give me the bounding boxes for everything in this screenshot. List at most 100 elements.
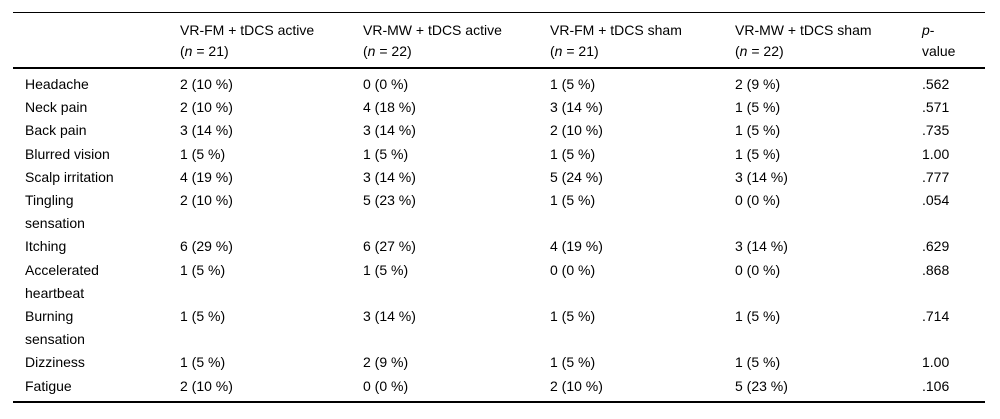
p-value-cell: .735 bbox=[922, 122, 950, 139]
p-dash: - bbox=[929, 22, 935, 38]
n-symbol: n bbox=[554, 43, 563, 59]
cell: 2 (10 %) bbox=[180, 76, 233, 92]
adverse-events-table: VR-FM + tDCS active (n = 21) VR-MW + tDC… bbox=[13, 12, 985, 403]
row-label: Tingling sensation bbox=[25, 192, 85, 232]
n-prefix: ( bbox=[550, 43, 555, 59]
cell: 2 (10 %) bbox=[550, 122, 603, 139]
cell: 5 (24 %) bbox=[550, 168, 603, 185]
cell: 0 (0 %) bbox=[550, 261, 596, 278]
p-value-cell: .714 bbox=[922, 308, 950, 325]
column-header-empty bbox=[13, 12, 180, 69]
cell: 0 (0 %) bbox=[735, 261, 781, 278]
cell: 3 (14 %) bbox=[735, 168, 788, 185]
cell: 3 (14 %) bbox=[735, 238, 788, 255]
n-suffix: = 22) bbox=[375, 43, 412, 59]
table-row: Headache 2 (10 %) 0 (0 %) 1 (5 %) 2 (9 %… bbox=[13, 68, 985, 96]
group-n: (n = 22) bbox=[363, 41, 544, 62]
cell: 2 (10 %) bbox=[180, 99, 233, 116]
cell: 4 (19 %) bbox=[550, 238, 603, 255]
row-label: Scalp irritation bbox=[25, 168, 114, 185]
p-value-cell: .868 bbox=[922, 261, 950, 278]
cell: 2 (10 %) bbox=[550, 377, 603, 394]
column-header-group-3: VR-FM + tDCS sham (n = 21) bbox=[550, 12, 735, 69]
p-value-cell: .629 bbox=[922, 238, 950, 255]
n-prefix: ( bbox=[363, 43, 368, 59]
cell: 1 (5 %) bbox=[735, 145, 781, 162]
table-row: Neck pain 2 (10 %) 4 (18 %) 3 (14 %) 1 (… bbox=[13, 96, 985, 119]
cell: 1 (5 %) bbox=[363, 145, 409, 162]
cell: 3 (14 %) bbox=[550, 99, 603, 116]
cell: 1 (5 %) bbox=[735, 99, 781, 116]
table-row: Dizziness 1 (5 %) 2 (9 %) 1 (5 %) 1 (5 %… bbox=[13, 351, 985, 374]
p-label-line2: value bbox=[922, 43, 956, 59]
column-header-pvalue: p- value bbox=[922, 12, 985, 69]
row-label: Fatigue bbox=[25, 377, 72, 394]
cell: 1 (5 %) bbox=[550, 76, 596, 92]
cell: 1 (5 %) bbox=[735, 354, 781, 371]
table-row: Back pain 3 (14 %) 3 (14 %) 2 (10 %) 1 (… bbox=[13, 119, 985, 142]
cell: 1 (5 %) bbox=[180, 261, 226, 278]
group-name: VR-FM + tDCS sham bbox=[550, 22, 682, 38]
column-header-group-1: VR-FM + tDCS active (n = 21) bbox=[180, 12, 363, 69]
cell: 4 (19 %) bbox=[180, 168, 233, 185]
n-symbol: n bbox=[184, 43, 193, 59]
cell: 3 (14 %) bbox=[363, 308, 416, 325]
n-suffix: = 21) bbox=[562, 43, 599, 59]
cell: 0 (0 %) bbox=[363, 377, 409, 394]
cell: 1 (5 %) bbox=[735, 122, 781, 139]
p-value-cell: .054 bbox=[922, 192, 950, 209]
cell: 2 (9 %) bbox=[735, 76, 781, 92]
n-symbol: n bbox=[367, 43, 376, 59]
table-row: Itching 6 (29 %) 6 (27 %) 4 (19 %) 3 (14… bbox=[13, 235, 985, 258]
group-n: (n = 21) bbox=[180, 41, 357, 62]
group-name: VR-MW + tDCS sham bbox=[735, 22, 872, 38]
row-label: Headache bbox=[25, 76, 89, 92]
table-row: Scalp irritation 4 (19 %) 3 (14 %) 5 (24… bbox=[13, 166, 985, 189]
cell: 1 (5 %) bbox=[180, 308, 226, 325]
cell: 3 (14 %) bbox=[363, 122, 416, 139]
p-label-line1: p- bbox=[922, 20, 979, 41]
group-name: VR-FM + tDCS active bbox=[180, 22, 315, 38]
p-value-cell: 1.00 bbox=[922, 354, 950, 371]
row-label: Burning sensation bbox=[25, 308, 85, 348]
cell: 4 (18 %) bbox=[363, 99, 416, 116]
cell: 0 (0 %) bbox=[363, 76, 409, 92]
group-n: (n = 22) bbox=[735, 41, 916, 62]
p-value-cell: .571 bbox=[922, 99, 950, 116]
column-header-group-4: VR-MW + tDCS sham (n = 22) bbox=[735, 12, 922, 69]
cell: 1 (5 %) bbox=[550, 192, 596, 209]
row-label: Dizziness bbox=[25, 354, 85, 371]
n-suffix: = 21) bbox=[192, 43, 229, 59]
table-row: Tingling sensation 2 (10 %) 5 (23 %) 1 (… bbox=[13, 189, 985, 235]
cell: 6 (27 %) bbox=[363, 238, 416, 255]
cell: 5 (23 %) bbox=[735, 377, 788, 394]
cell: 3 (14 %) bbox=[363, 168, 416, 185]
cell: 1 (5 %) bbox=[735, 308, 781, 325]
p-value-cell: .777 bbox=[922, 168, 950, 185]
table-row: Accelerated heartbeat 1 (5 %) 1 (5 %) 0 … bbox=[13, 259, 985, 305]
cell: 1 (5 %) bbox=[550, 354, 596, 371]
table-row: Burning sensation 1 (5 %) 3 (14 %) 1 (5 … bbox=[13, 305, 985, 351]
cell: 3 (14 %) bbox=[180, 122, 233, 139]
table-row: Blurred vision 1 (5 %) 1 (5 %) 1 (5 %) 1… bbox=[13, 143, 985, 166]
row-label: Neck pain bbox=[25, 99, 88, 116]
cell: 1 (5 %) bbox=[180, 354, 226, 371]
row-label: Blurred vision bbox=[25, 145, 110, 162]
cell: 6 (29 %) bbox=[180, 238, 233, 255]
row-label: Back pain bbox=[25, 122, 87, 139]
p-value-cell: .106 bbox=[922, 377, 950, 394]
column-header-group-2: VR-MW + tDCS active (n = 22) bbox=[363, 12, 550, 69]
row-label: Accelerated heartbeat bbox=[25, 261, 99, 301]
row-label: Itching bbox=[25, 238, 67, 255]
p-value-cell: .562 bbox=[922, 76, 950, 92]
cell: 0 (0 %) bbox=[735, 192, 781, 209]
cell: 1 (5 %) bbox=[180, 145, 226, 162]
n-prefix: ( bbox=[735, 43, 740, 59]
cell: 2 (10 %) bbox=[180, 377, 233, 394]
n-suffix: = 22) bbox=[747, 43, 784, 59]
cell: 2 (10 %) bbox=[180, 192, 233, 209]
cell: 1 (5 %) bbox=[550, 145, 596, 162]
cell: 1 (5 %) bbox=[550, 308, 596, 325]
table-row: Fatigue 2 (10 %) 0 (0 %) 2 (10 %) 5 (23 … bbox=[13, 375, 985, 402]
p-value-cell: 1.00 bbox=[922, 145, 950, 162]
